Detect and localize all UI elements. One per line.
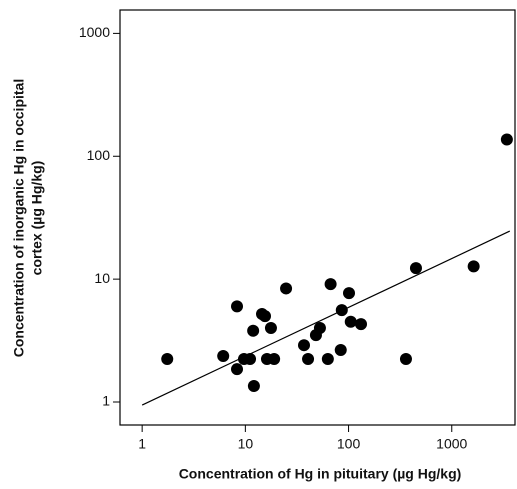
point <box>409 262 422 275</box>
point <box>335 304 348 317</box>
point <box>500 133 513 146</box>
point <box>217 349 230 362</box>
x-tick-label: 1000 <box>436 436 467 452</box>
x-tick-label: 100 <box>337 436 361 452</box>
y-axis-label: cortex (µg Hg/kg) <box>29 161 45 276</box>
point <box>258 310 271 323</box>
plot-frame <box>119 9 516 426</box>
point <box>161 352 174 365</box>
y-tick-label: 100 <box>87 147 111 163</box>
point <box>313 322 326 335</box>
point <box>355 318 368 331</box>
point <box>334 344 347 357</box>
x-tick-label: 10 <box>238 436 254 452</box>
point <box>231 300 244 313</box>
point <box>268 352 281 365</box>
point <box>247 379 260 392</box>
point <box>297 339 310 352</box>
point <box>321 352 334 365</box>
point <box>244 352 257 365</box>
point <box>280 282 293 295</box>
fit-line <box>141 230 511 406</box>
point <box>302 352 315 365</box>
point <box>324 278 337 291</box>
y-tick-label: 1000 <box>79 24 110 40</box>
y-axis-label: Concentration of inorganic Hg in occipit… <box>11 79 27 357</box>
y-tick-label: 10 <box>94 270 110 286</box>
point <box>344 315 357 328</box>
x-tick-label: 1 <box>138 436 146 452</box>
y-tick-label: 1 <box>102 393 110 409</box>
point <box>343 287 356 300</box>
point <box>399 352 412 365</box>
x-axis-label: Concentration of Hg in pituitary (µg Hg/… <box>179 466 462 482</box>
point <box>264 322 277 335</box>
point <box>467 260 480 273</box>
point <box>247 324 260 337</box>
point <box>231 363 244 376</box>
